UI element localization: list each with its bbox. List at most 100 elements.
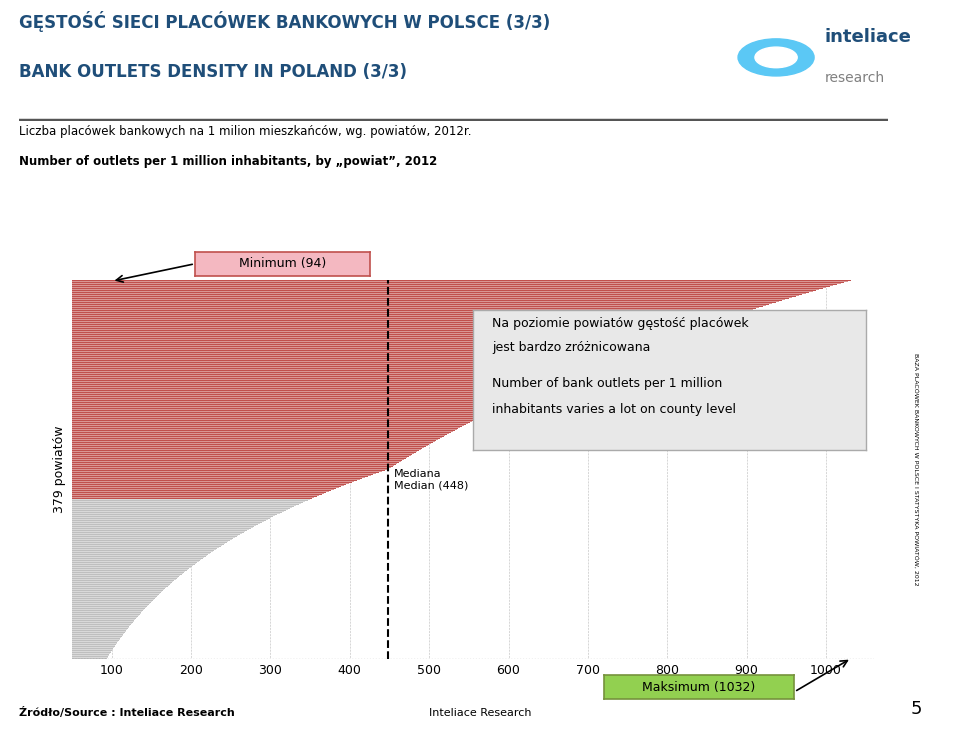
Bar	[33, 569, 188, 570]
Bar	[33, 463, 397, 464]
Bar	[33, 288, 823, 289]
Bar	[33, 472, 379, 473]
Bar	[33, 327, 698, 328]
Text: Maksimum (1032): Maksimum (1032)	[642, 681, 756, 693]
Bar	[33, 619, 135, 620]
Bar	[33, 418, 478, 419]
Text: Na poziomie powiatów gęstość placówek: Na poziomie powiatów gęstość placówek	[492, 317, 749, 330]
Bar	[33, 608, 145, 609]
Bar	[33, 500, 305, 502]
Bar	[33, 650, 112, 651]
Bar	[33, 280, 848, 282]
Bar	[33, 401, 513, 402]
Bar	[33, 343, 653, 344]
Bar	[33, 571, 185, 572]
Bar	[33, 438, 440, 439]
Bar	[33, 627, 129, 628]
Bar	[33, 519, 268, 520]
Bar	[33, 525, 256, 526]
Bar	[33, 606, 146, 608]
Bar	[33, 526, 254, 527]
Bar	[33, 383, 550, 385]
Y-axis label: 379 powiatów: 379 powiatów	[54, 425, 66, 513]
Bar	[33, 436, 442, 438]
Bar	[33, 489, 331, 491]
Bar	[33, 486, 339, 488]
Bar	[33, 588, 165, 589]
Bar	[33, 371, 581, 372]
Bar	[33, 655, 108, 656]
Bar	[33, 648, 112, 650]
Bar	[33, 594, 159, 595]
Bar	[33, 602, 151, 603]
Bar	[33, 583, 171, 584]
Bar	[33, 337, 669, 338]
Bar	[33, 600, 153, 601]
Bar	[33, 454, 412, 455]
Bar	[33, 653, 110, 654]
Bar	[33, 524, 258, 525]
Bar	[33, 289, 820, 290]
Bar	[33, 609, 143, 611]
Bar	[33, 549, 216, 550]
Bar	[33, 546, 221, 547]
Text: jest bardzo zróżnicowana: jest bardzo zróżnicowana	[492, 341, 651, 354]
Bar	[33, 468, 390, 469]
Bar	[33, 313, 740, 314]
Bar	[33, 642, 117, 643]
Bar	[33, 369, 583, 371]
Bar	[33, 567, 189, 569]
Bar	[33, 482, 351, 483]
Text: Liczba placówek bankowych na 1 milion mieszkańców, wg. powiatów, 2012r.: Liczba placówek bankowych na 1 milion mi…	[19, 125, 471, 138]
Bar	[33, 511, 283, 512]
Bar	[33, 658, 107, 659]
Bar	[33, 302, 772, 304]
Bar	[33, 435, 445, 436]
Bar	[33, 447, 422, 449]
Bar	[33, 399, 516, 400]
Bar	[33, 466, 393, 467]
Bar	[33, 555, 207, 556]
Bar	[33, 595, 156, 597]
Bar	[33, 538, 233, 539]
Bar	[33, 542, 226, 544]
Bar	[33, 603, 150, 604]
Bar	[33, 360, 608, 361]
Bar	[33, 340, 660, 341]
Bar	[33, 558, 203, 559]
Bar	[33, 388, 540, 389]
Bar	[33, 638, 120, 639]
Bar	[33, 613, 140, 614]
Bar	[33, 372, 576, 374]
Bar	[33, 617, 137, 618]
Bar	[33, 628, 128, 629]
Bar	[33, 449, 420, 450]
Bar	[33, 433, 449, 434]
Bar	[33, 502, 303, 503]
Bar	[33, 308, 753, 310]
Bar	[33, 374, 573, 375]
Bar	[33, 415, 484, 416]
Bar	[33, 522, 262, 523]
Bar	[33, 379, 562, 380]
Bar	[33, 316, 728, 318]
Bar	[33, 341, 658, 342]
Bar	[33, 290, 816, 291]
Bar	[33, 411, 490, 413]
Bar	[33, 408, 495, 410]
Text: Mediana
Median (448): Mediana Median (448)	[395, 469, 468, 490]
Bar	[33, 641, 118, 642]
Bar	[33, 458, 405, 459]
Bar	[33, 550, 214, 551]
Bar	[33, 391, 534, 392]
Bar	[33, 552, 211, 553]
Bar	[33, 424, 466, 425]
Bar	[33, 469, 388, 470]
Bar	[33, 301, 779, 302]
Bar	[33, 293, 805, 294]
Bar	[33, 355, 618, 357]
Bar	[33, 404, 506, 405]
Bar	[33, 634, 123, 636]
Bar	[33, 507, 292, 508]
Bar	[33, 376, 568, 377]
